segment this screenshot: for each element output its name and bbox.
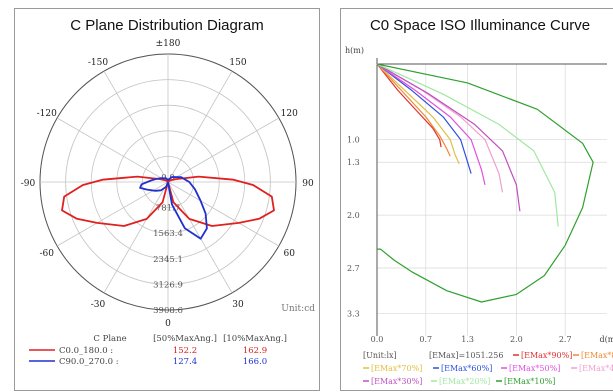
iso-chart-title: C0 Space ISO Illuminance Curve [369, 17, 591, 34]
angle-label: 90 [302, 179, 314, 189]
legend-label: C90.0_270.0 : [59, 357, 119, 367]
iso-curve [376, 63, 460, 164]
y-tick-label: 1.0 [347, 136, 360, 145]
y-tick-label: 2.0 [347, 211, 360, 220]
x-tick-label: 2.7 [559, 335, 572, 344]
angle-label: -90 [21, 179, 36, 189]
radial-tick-label: 781.7 [156, 204, 180, 214]
grid-spoke [56, 117, 169, 183]
iso-curve [376, 63, 472, 174]
y-tick-label: 1.3 [347, 158, 360, 167]
legend-label: [EMax*60%] [441, 364, 492, 373]
angle-label: 120 [281, 109, 298, 119]
iso-curve [376, 63, 521, 212]
polar-chart-panel: C Plane Distribution Diagram 0 30 60 90 120 1… [14, 8, 320, 391]
x-tick-label: 0.7 [419, 335, 432, 344]
y-tick-label: 2.7 [347, 264, 360, 273]
legend-label: [EMax*80%] [581, 351, 613, 360]
angle-label: -120 [37, 109, 57, 119]
table-header: [50%MaxAng.] [153, 334, 217, 344]
grid-spoke [103, 70, 169, 183]
series-line [139, 176, 208, 240]
iso-chart-panel: C0 Space ISO Illuminance Curve h(m) d(m) 0… [340, 8, 613, 391]
iso-curve [376, 63, 486, 186]
grid-spoke [167, 70, 233, 183]
y-axis-label: h(m) [345, 46, 364, 55]
table-cell: 166.0 [243, 357, 267, 367]
x-tick-label: 0.0 [371, 335, 384, 344]
grid-spoke [167, 181, 280, 247]
radial-tick-label: 0.0 [161, 173, 175, 183]
y-tick-label: 3.3 [347, 309, 360, 318]
angle-label: ±180 [156, 39, 181, 49]
angle-label: 0 [165, 319, 171, 329]
radial-tick-label: 2345.1 [153, 255, 183, 265]
emax-label: [EMax]=1051.256 [429, 351, 503, 360]
legend-label: [EMax*10%] [504, 377, 555, 386]
angle-label: -150 [88, 58, 108, 68]
legend-label: [EMax*30%] [371, 377, 422, 386]
table-header: [10%MaxAng.] [223, 334, 287, 344]
iso-curve [376, 63, 451, 157]
iso-curve [376, 63, 504, 193]
radial-tick-label: 3126.9 [153, 280, 183, 290]
radial-tick-label: 1563.4 [153, 229, 183, 239]
iso-curve [376, 63, 559, 227]
polar-chart-title: C Plane Distribution Diagram [70, 17, 264, 34]
unit-label: Unit:cd [281, 304, 315, 314]
legend-label: C0.0_180.0 : [59, 346, 113, 356]
x-tick-label: 2.0 [510, 335, 523, 344]
grid-spoke [56, 181, 169, 247]
legend-label: [EMax*40%] [579, 364, 613, 373]
table-header: C Plane [93, 334, 126, 344]
angle-label: -60 [40, 249, 55, 259]
x-tick-label: 1.3 [461, 335, 474, 344]
angle-label: -30 [91, 300, 106, 310]
angle-label: 60 [284, 249, 296, 259]
angle-label: 150 [229, 58, 246, 68]
grid-spoke [167, 117, 280, 183]
legend-label: [EMax*70%] [371, 364, 422, 373]
legend-label: [EMax*90%] [521, 351, 572, 360]
table-cell: 152.2 [173, 346, 197, 356]
table-cell: 162.9 [243, 346, 267, 356]
iso-curve [376, 63, 442, 148]
polar-chart: 0 30 60 90 120 150 ±180 -150 -120 -90 -60 -30 0.0 781… [21, 39, 315, 367]
angle-label: 30 [232, 300, 244, 310]
table-cell: 127.4 [173, 357, 197, 367]
legend-label: [EMax*50%] [509, 364, 560, 373]
x-axis-label: d(m) [600, 335, 613, 344]
radial-tick-label: 3908.6 [153, 306, 183, 316]
grid-spoke [103, 181, 169, 294]
unit-label: [Unit:lx] [363, 351, 397, 360]
iso-chart: h(m) d(m) 0.0 0.7 1.3 2.0 2.7 1.0 1.3 2.0 2.7 3.3 [U… [345, 46, 613, 386]
iso-curve [376, 63, 594, 303]
legend-label: [EMax*20%] [439, 377, 490, 386]
